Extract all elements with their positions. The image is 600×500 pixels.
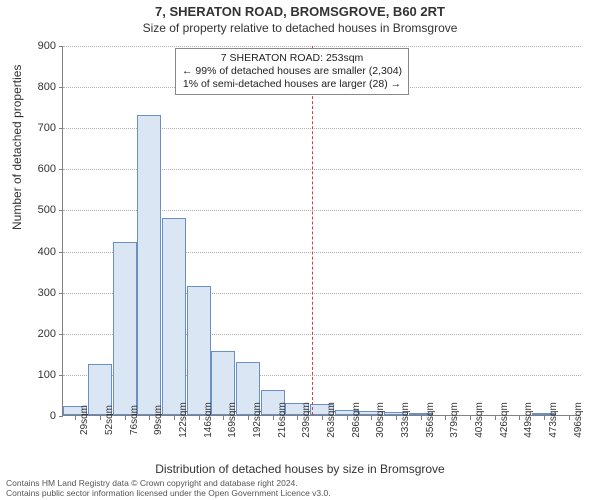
x-tick-label: 286sqm <box>351 402 362 438</box>
x-tick-label: 356sqm <box>425 402 436 438</box>
gridline <box>63 46 581 47</box>
annotation-box: 7 SHERATON ROAD: 253sqm← 99% of detached… <box>175 48 409 95</box>
y-tick-label: 0 <box>16 410 56 422</box>
x-tick-mark <box>199 416 200 420</box>
x-tick-mark <box>297 416 298 420</box>
footer-line-1: Contains HM Land Registry data © Crown c… <box>6 478 331 488</box>
y-tick-mark <box>59 128 63 129</box>
annotation-line-1: 7 SHERATON ROAD: 253sqm <box>182 52 402 65</box>
x-tick-mark <box>421 416 422 420</box>
y-tick-mark <box>59 210 63 211</box>
y-tick-mark <box>59 416 63 417</box>
x-axis-label: Distribution of detached houses by size … <box>0 462 600 476</box>
x-tick-mark <box>347 416 348 420</box>
x-tick-mark <box>125 416 126 420</box>
x-tick-mark <box>100 416 101 420</box>
x-tick-mark <box>371 416 372 420</box>
y-tick-label: 200 <box>16 328 56 340</box>
x-tick-mark <box>396 416 397 420</box>
y-tick-mark <box>59 169 63 170</box>
page-subtitle: Size of property relative to detached ho… <box>0 19 600 35</box>
y-tick-label: 800 <box>16 81 56 93</box>
x-tick-mark <box>544 416 545 420</box>
footer-line-2: Contains public sector information licen… <box>6 488 331 498</box>
footer-attribution: Contains HM Land Registry data © Crown c… <box>6 478 331 498</box>
x-tick-label: 263sqm <box>326 402 337 438</box>
x-tick-label: 379sqm <box>449 402 460 438</box>
highlight-line <box>312 46 313 415</box>
y-tick-mark <box>59 87 63 88</box>
x-tick-mark <box>273 416 274 420</box>
y-tick-label: 300 <box>16 287 56 299</box>
x-tick-mark <box>248 416 249 420</box>
x-tick-label: 473sqm <box>548 402 559 438</box>
y-tick-label: 400 <box>16 246 56 258</box>
y-tick-mark <box>59 375 63 376</box>
x-tick-mark <box>149 416 150 420</box>
x-tick-label: 333sqm <box>400 402 411 438</box>
y-tick-mark <box>59 334 63 335</box>
y-tick-label: 700 <box>16 122 56 134</box>
histogram-chart: 010020030040050060070080090029sqm52sqm76… <box>62 46 580 416</box>
histogram-bar <box>187 286 211 416</box>
x-tick-label: 449sqm <box>523 402 534 438</box>
y-tick-label: 500 <box>16 204 56 216</box>
histogram-bar <box>113 242 137 415</box>
annotation-line-3: 1% of semi-detached houses are larger (2… <box>182 78 402 91</box>
plot-area: 010020030040050060070080090029sqm52sqm76… <box>62 46 580 416</box>
x-tick-label: 403sqm <box>474 402 485 438</box>
y-tick-label: 100 <box>16 369 56 381</box>
page-title: 7, SHERATON ROAD, BROMSGROVE, B60 2RT <box>0 0 600 19</box>
x-tick-mark <box>174 416 175 420</box>
x-tick-mark <box>470 416 471 420</box>
x-tick-label: 309sqm <box>375 402 386 438</box>
x-tick-mark <box>445 416 446 420</box>
y-tick-mark <box>59 46 63 47</box>
y-tick-mark <box>59 252 63 253</box>
x-tick-mark <box>495 416 496 420</box>
y-tick-label: 900 <box>16 40 56 52</box>
x-tick-label: 426sqm <box>499 402 510 438</box>
histogram-bar <box>162 218 186 415</box>
y-tick-mark <box>59 293 63 294</box>
histogram-bar <box>137 115 161 415</box>
y-tick-label: 600 <box>16 163 56 175</box>
x-tick-mark <box>519 416 520 420</box>
x-tick-mark <box>322 416 323 420</box>
x-tick-mark <box>75 416 76 420</box>
x-tick-mark <box>223 416 224 420</box>
x-tick-label: 496sqm <box>573 402 584 438</box>
x-tick-mark <box>569 416 570 420</box>
annotation-line-2: ← 99% of detached houses are smaller (2,… <box>182 65 402 78</box>
